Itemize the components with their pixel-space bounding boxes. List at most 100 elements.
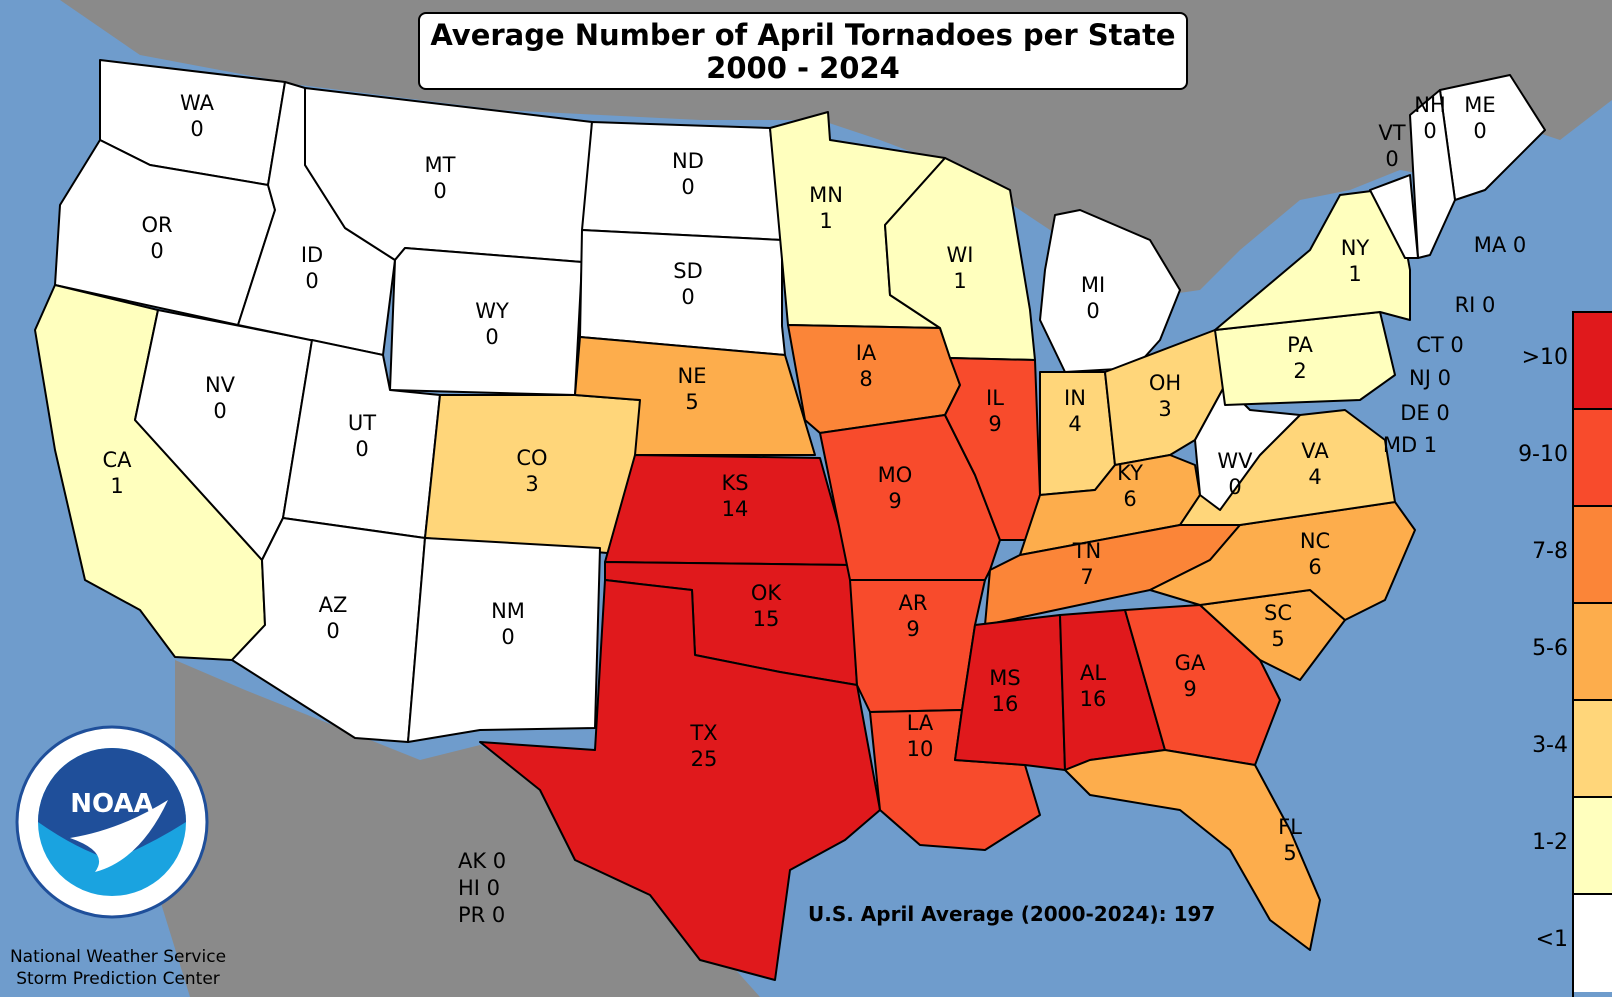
state-value-wa: 0 (190, 117, 203, 141)
state-value-la: 10 (907, 737, 934, 761)
state-label-il: IL (986, 386, 1004, 410)
state-value-al: 16 (1080, 687, 1107, 711)
state-label-tn: TN (1072, 539, 1102, 563)
state-value-ky: 6 (1123, 487, 1136, 511)
small-state-label-nj: NJ 0 (1409, 366, 1451, 390)
legend-label-4: 3-4 (1532, 733, 1568, 758)
state-label-me: ME (1464, 93, 1495, 117)
small-state-label-md: MD 1 (1383, 433, 1437, 457)
small-state-label-de: DE 0 (1400, 401, 1449, 425)
state-value-nc: 6 (1308, 555, 1321, 579)
state-value-vt: 0 (1385, 147, 1398, 171)
map-title: Average Number of April Tornadoes per St… (418, 12, 1188, 90)
state-value-fl: 5 (1283, 841, 1296, 865)
legend-swatch-4 (1574, 701, 1612, 798)
state-value-co: 3 (525, 472, 538, 496)
state-value-nv: 0 (213, 399, 226, 423)
state-value-pa: 2 (1293, 359, 1306, 383)
noaa-logo: NOAA (15, 725, 209, 919)
state-value-wi: 1 (953, 269, 966, 293)
state-label-wa: WA (180, 91, 215, 115)
state-tx (479, 579, 881, 981)
state-label-oh: OH (1149, 371, 1181, 395)
ak-value: AK 0 (458, 849, 507, 873)
legend-label-5: 1-2 (1532, 830, 1568, 855)
state-wi (884, 157, 1036, 361)
state-value-il: 9 (988, 412, 1001, 436)
state-value-oh: 3 (1158, 397, 1171, 421)
state-label-nm: NM (491, 599, 525, 623)
state-value-nd: 0 (681, 175, 694, 199)
legend-label-0: >10 (1521, 345, 1568, 370)
title-line-2: 2000 - 2024 (706, 51, 900, 85)
pr-value: PR 0 (458, 903, 506, 927)
state-label-az: AZ (319, 593, 348, 617)
legend-swatch-0 (1574, 313, 1612, 410)
legend-swatch-3 (1574, 604, 1612, 701)
state-label-mt: MT (425, 153, 456, 177)
state-value-tn: 7 (1080, 565, 1093, 589)
state-value-id: 0 (305, 269, 318, 293)
state-label-in: IN (1064, 386, 1086, 410)
state-label-mn: MN (809, 183, 843, 207)
state-label-tx: TX (689, 721, 717, 745)
state-label-ks: KS (721, 471, 748, 495)
state-value-or: 0 (150, 239, 163, 263)
state-vt (1369, 174, 1419, 259)
agency-credit: National Weather Service Storm Predictio… (8, 946, 228, 990)
state-value-ia: 8 (859, 367, 872, 391)
state-label-ar: AR (899, 591, 928, 615)
agency-line-1: National Weather Service (9, 947, 227, 967)
legend-label-1: 9-10 (1518, 442, 1568, 467)
state-value-ca: 1 (110, 474, 123, 498)
state-value-in: 4 (1068, 412, 1081, 436)
state-label-wy: WY (475, 299, 509, 323)
state-label-ne: NE (678, 364, 707, 388)
state-value-ok: 15 (753, 607, 780, 631)
state-value-ny: 1 (1348, 262, 1361, 286)
state-value-ar: 9 (906, 617, 919, 641)
small-state-label-ma: MA 0 (1474, 233, 1527, 257)
state-value-ne: 5 (685, 390, 698, 414)
state-value-ks: 14 (722, 497, 749, 521)
legend-swatch-2 (1574, 507, 1612, 604)
state-il (944, 357, 1041, 541)
us-average: U.S. April Average (2000-2024): 197 (808, 902, 1216, 926)
other-territories: AK 0 HI 0 PR 0 (458, 848, 506, 929)
hi-value: HI 0 (458, 876, 501, 900)
state-label-fl: FL (1278, 815, 1302, 839)
state-label-pa: PA (1287, 333, 1313, 357)
state-value-ga: 9 (1183, 677, 1196, 701)
state-label-co: CO (516, 446, 547, 470)
state-label-ky: KY (1117, 461, 1143, 485)
state-value-tx: 25 (691, 747, 718, 771)
state-label-wi: WI (947, 243, 974, 267)
state-label-ca: CA (102, 448, 132, 472)
state-label-vt: VT (1378, 121, 1405, 145)
state-label-ia: IA (856, 341, 877, 365)
small-state-label-ri: RI 0 (1455, 293, 1496, 317)
state-value-nh: 0 (1423, 119, 1436, 143)
state-label-nc: NC (1300, 529, 1330, 553)
state-value-mi: 0 (1086, 299, 1099, 323)
state-value-sd: 0 (681, 285, 694, 309)
state-nm (407, 537, 601, 743)
noaa-logo-text: NOAA (70, 789, 153, 819)
state-label-id: ID (301, 243, 323, 267)
state-value-sc: 5 (1271, 627, 1284, 651)
state-value-wv: 0 (1228, 475, 1241, 499)
agency-line-2: Storm Prediction Center (16, 969, 220, 989)
state-fl (1064, 749, 1321, 951)
state-label-mo: MO (878, 463, 913, 487)
legend-swatch-6 (1574, 895, 1612, 992)
state-label-mi: MI (1081, 273, 1105, 297)
legend-swatch-1 (1574, 410, 1612, 507)
state-label-nh: NH (1414, 93, 1446, 117)
state-label-ga: GA (1175, 651, 1206, 675)
state-value-va: 4 (1308, 465, 1321, 489)
state-wy (389, 247, 583, 396)
state-value-mo: 9 (888, 489, 901, 513)
color-legend (1572, 311, 1612, 997)
state-label-ok: OK (751, 581, 783, 605)
